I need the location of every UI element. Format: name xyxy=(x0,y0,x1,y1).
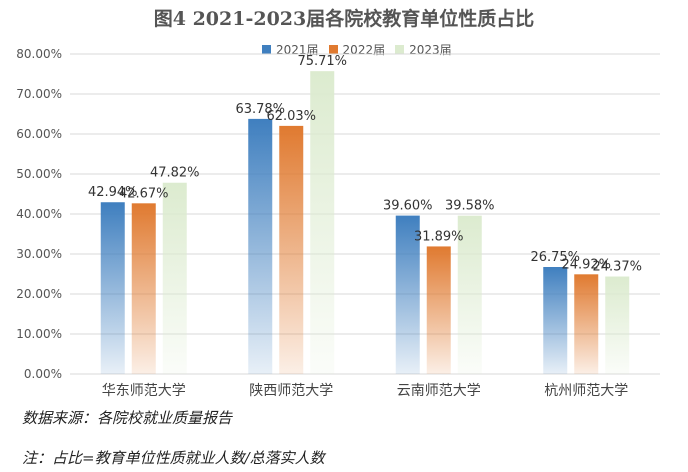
data-label: 39.60% xyxy=(383,199,433,214)
x-tick-label: 云南师范大学 xyxy=(397,382,481,399)
bar-杭州师范大学-2021届 xyxy=(543,267,568,374)
footnote: 注：占比=教育单位性质就业人数/总落实人数 xyxy=(22,449,325,467)
data-label: 62.03% xyxy=(266,109,316,124)
data-label: 24.92% xyxy=(561,257,611,272)
bar-华东师范大学-2022届 xyxy=(131,203,156,374)
data-label: 75.71% xyxy=(297,54,347,69)
x-tick-label: 陕西师范大学 xyxy=(249,382,333,399)
gridlines xyxy=(70,53,660,375)
y-tick-label: 0.00% xyxy=(24,367,62,381)
legend-label-2021: 2021届 xyxy=(276,42,319,57)
bar-云南师范大学-2021届 xyxy=(395,215,420,374)
data-label: 63.78% xyxy=(235,102,285,117)
bar-杭州师范大学-2022届 xyxy=(574,274,599,374)
data-label: 31.89% xyxy=(414,229,464,244)
legend-item-2021: 2021届 xyxy=(262,41,319,58)
y-tick-label: 40.00% xyxy=(16,207,62,221)
y-tick-labels: 0.00% 10.00% 20.00% 30.00% 40.00% 50.00% 60.00… xyxy=(16,47,62,381)
data-label: 42.67% xyxy=(119,186,169,201)
bar-陕西师范大学-2021届 xyxy=(248,118,273,374)
y-tick-label: 50.00% xyxy=(16,167,62,181)
bar-华东师范大学-2023届 xyxy=(162,182,187,374)
data-label: 39.58% xyxy=(445,199,495,214)
legend-item-2022: 2022届 xyxy=(328,41,386,58)
legend-swatch-2022 xyxy=(328,44,338,54)
chart-title: 图4 2021-2023届各院校教育单位性质占比 xyxy=(153,8,535,30)
y-tick-label: 70.00% xyxy=(16,87,62,101)
bar-陕西师范大学-2022届 xyxy=(279,125,304,374)
legend-swatch-2023 xyxy=(395,44,405,54)
bars xyxy=(100,71,630,374)
x-tick-labels: 华东师范大学 陕西师范大学 云南师范大学 杭州师范大学 xyxy=(102,382,629,399)
legend-label-2022: 2022届 xyxy=(342,42,386,57)
bar-华东师范大学-2021届 xyxy=(100,202,125,374)
legend: 2021届 2022届 2023届 xyxy=(262,41,462,57)
data-label: 42.94% xyxy=(88,185,138,200)
legend-item-2023: 2023届 xyxy=(395,41,452,58)
data-label: 47.82% xyxy=(150,166,200,181)
data-label: 24.37% xyxy=(592,260,642,275)
y-tick-label: 80.00% xyxy=(16,47,62,61)
bar-杭州师范大学-2023届 xyxy=(605,276,630,374)
x-tick-label: 华东师范大学 xyxy=(102,382,186,399)
y-tick-label: 60.00% xyxy=(16,127,62,141)
bar-陕西师范大学-2023届 xyxy=(310,71,335,374)
legend-swatch-2021 xyxy=(262,44,271,54)
bar-chart-plot: 0.00% 10.00% 20.00% 30.00% 40.00% 50.00% 60.00… xyxy=(16,47,660,399)
bar-云南师范大学-2022届 xyxy=(426,246,451,374)
bar-云南师范大学-2023届 xyxy=(457,215,482,374)
data-labels: 42.94%42.67% 47.82% 63.78%62.03% 75.71% 39.6… xyxy=(88,54,642,274)
y-tick-label: 30.00% xyxy=(16,247,62,261)
source-note: 数据来源：各院校就业质量报告 xyxy=(22,409,233,427)
y-tick-label: 20.00% xyxy=(16,287,62,301)
legend-label-2023: 2023届 xyxy=(409,42,452,57)
data-label: 26.75% xyxy=(530,250,580,265)
x-tick-label: 杭州师范大学 xyxy=(544,382,628,399)
y-tick-label: 10.00% xyxy=(16,327,62,341)
